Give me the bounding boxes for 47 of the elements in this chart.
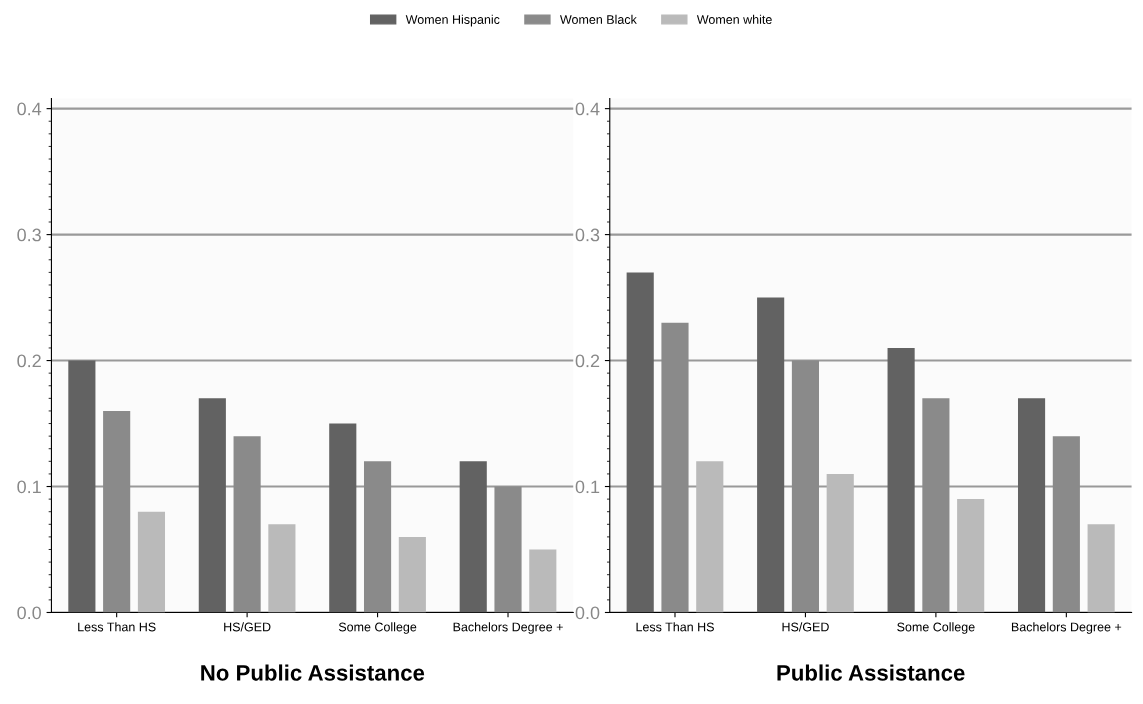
y-tick-label: 0.1 xyxy=(575,480,600,494)
bar xyxy=(1087,524,1115,613)
bar xyxy=(922,398,950,613)
x-tick-label: HS/GED xyxy=(782,622,829,632)
bar xyxy=(696,461,724,613)
bar xyxy=(887,347,915,613)
bar xyxy=(137,511,166,613)
bar xyxy=(494,486,522,613)
y-tick-label: 0.0 xyxy=(575,606,600,620)
x-axis-title: No Public Assistance xyxy=(201,664,425,681)
x-tick-label: Less Than HS xyxy=(78,622,156,632)
y-tick-label: 0.4 xyxy=(17,102,42,116)
bar xyxy=(626,272,654,613)
x-tick-label: Bachelors Degree + xyxy=(453,622,563,634)
x-axis-title: Public Assistance xyxy=(777,664,965,681)
x-tick-label: Bachelors Degree + xyxy=(1011,622,1122,634)
legend-label: Women Hispanic xyxy=(405,14,500,27)
bar xyxy=(268,524,296,613)
bar xyxy=(757,297,785,613)
legend-label: Women white xyxy=(696,14,772,24)
x-tick-label: Some College xyxy=(338,622,417,634)
y-tick-label: 0.3 xyxy=(575,228,600,242)
x-tick-label: Less Than HS xyxy=(636,622,714,632)
bar xyxy=(791,360,820,613)
bar xyxy=(459,461,487,613)
legend-label: Women Black xyxy=(559,14,637,24)
y-tick-label: 0.2 xyxy=(575,354,600,368)
bar xyxy=(233,436,261,613)
bar xyxy=(198,398,226,613)
y-tick-label: 0.1 xyxy=(17,480,41,494)
bar xyxy=(661,322,689,613)
bar xyxy=(1052,436,1080,613)
bar xyxy=(68,360,96,613)
bar xyxy=(364,461,392,613)
x-tick-label: HS/GED xyxy=(224,622,271,632)
bar xyxy=(103,410,131,613)
bar xyxy=(1017,398,1046,613)
y-tick-label: 0.2 xyxy=(17,354,41,368)
bar xyxy=(957,499,985,613)
x-tick-label: Some College xyxy=(897,622,975,634)
bar xyxy=(529,549,557,613)
y-tick-label: 0.3 xyxy=(17,228,41,242)
y-tick-label: 0.4 xyxy=(575,102,600,116)
bar xyxy=(826,473,854,613)
bar xyxy=(329,423,357,613)
bar xyxy=(398,536,426,613)
y-tick-label: 0.0 xyxy=(17,606,42,620)
